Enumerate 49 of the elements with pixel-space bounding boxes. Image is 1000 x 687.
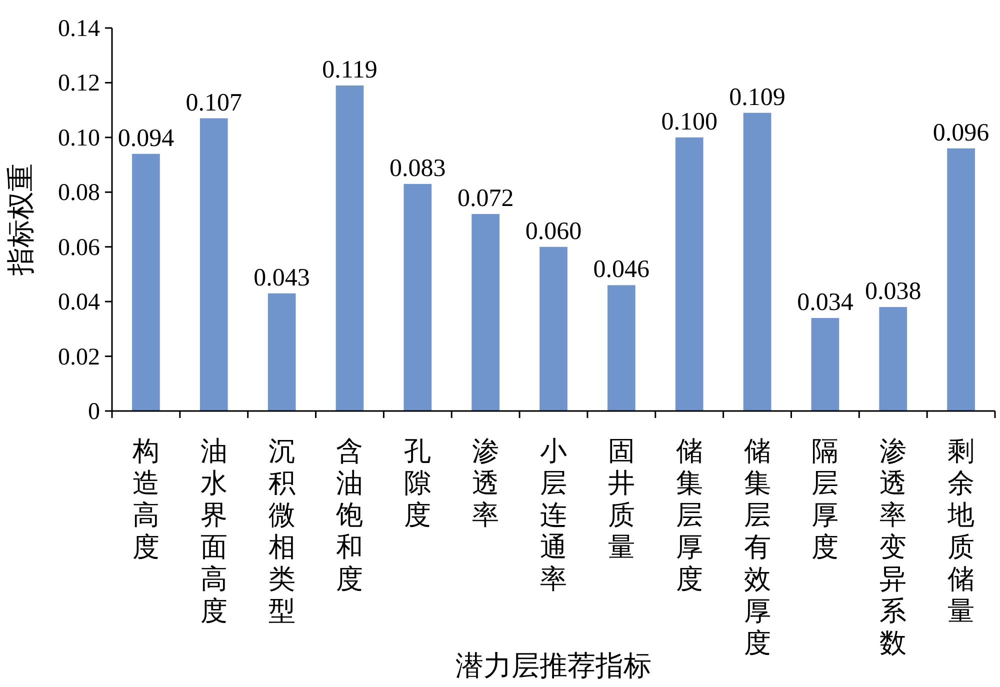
data-label: 0.109 [729,84,786,111]
data-label: 0.034 [797,288,854,316]
y-axis-title: 指标权重 [6,164,37,276]
x-tick-label: 渗透率 [472,436,500,530]
x-tick-label: 固井质量 [608,436,635,562]
data-label: 0.043 [254,264,310,292]
bar [947,148,975,411]
y-tick-label: 0.12 [58,70,100,97]
bar [879,307,908,411]
data-label: 0.083 [390,154,446,182]
bar [268,293,296,411]
y-tick-label: 0.10 [58,125,100,152]
x-tick-label: 渗透率变异系数 [880,436,907,658]
bar [675,137,704,411]
x-tick-label: 储集层厚度 [676,436,703,594]
y-tick-label: 0 [88,399,100,425]
y-tick-label: 0.14 [58,16,100,42]
y-tick-label: 0.06 [58,234,100,261]
x-tick-label: 含油饱和度 [335,436,364,594]
bar [200,118,228,411]
x-tick-label: 孔隙度 [404,436,432,530]
x-tick-label: 剩余地质储量 [946,436,975,626]
y-tick-label: 0.04 [58,290,100,316]
y-tick-label: 0.08 [58,180,100,206]
x-tick-label: 储集层有效厚度 [744,436,771,658]
x-tick-label: 构造高度 [131,436,160,562]
bar [540,246,568,411]
data-label: 0.072 [457,185,514,212]
y-tick-label: 0.02 [58,344,100,370]
data-label: 0.046 [593,256,650,284]
x-tick-label: 油水界面高度 [200,436,228,626]
data-label: 0.096 [932,119,990,146]
data-label: 0.094 [118,124,175,152]
data-label: 0.038 [864,278,922,306]
bar [811,318,840,411]
data-label: 0.107 [186,89,242,116]
data-label: 0.060 [525,218,582,245]
x-tick-label: 小层连通率 [540,436,567,594]
bar [472,214,500,411]
x-tick-label: 隔层厚度 [812,436,839,562]
bar [404,184,432,411]
bar [336,85,364,411]
bar [608,285,636,411]
data-label: 0.119 [322,56,378,84]
x-tick-label: 沉积微相类型 [268,436,296,626]
bar [743,112,772,411]
x-axis-title: 潜力层推荐指标 [456,651,652,682]
data-label: 0.100 [661,108,718,136]
bar [132,154,160,411]
